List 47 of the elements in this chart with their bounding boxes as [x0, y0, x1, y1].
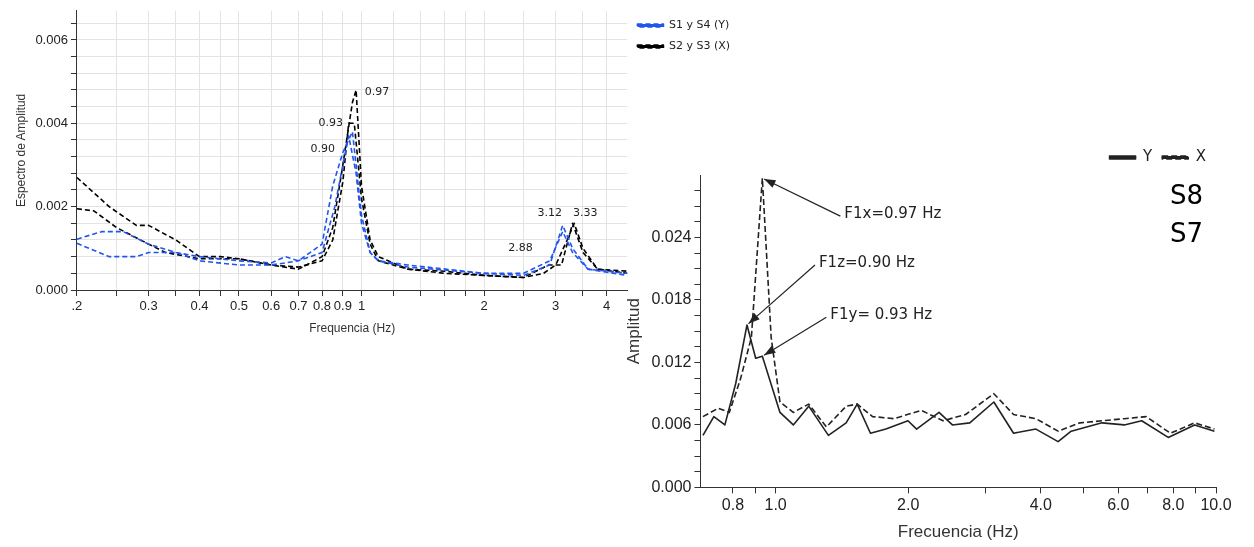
- y-axis-title: Espectro de Amplitud: [13, 93, 28, 208]
- x-tick-label: 0.3: [139, 298, 158, 314]
- x-tick-label: 10.0: [1200, 496, 1232, 514]
- x-tick-label: 0.5: [229, 298, 248, 314]
- legend-label: Y: [1142, 147, 1154, 166]
- annotation: 3.33: [572, 206, 598, 220]
- annotation: F1y= 0.93 Hz: [830, 305, 933, 324]
- y-tick-label: 0.006: [35, 31, 68, 47]
- y-tick-label: 0.018: [651, 290, 692, 308]
- annotation: S7: [1170, 218, 1204, 248]
- legend-label: S2 y S3 (X): [668, 39, 731, 53]
- x-tick-label: 0.7: [289, 298, 308, 314]
- legend-label: X: [1195, 147, 1207, 166]
- x-tick-label: 1.0: [764, 496, 787, 514]
- y-tick-label: 0.024: [651, 227, 692, 245]
- annotation: 0.97: [364, 84, 390, 98]
- x-tick-label: 0.9: [333, 298, 352, 314]
- legend-label: S1 y S4 (Y): [668, 18, 730, 32]
- x-tick-label: 0.6: [262, 298, 281, 314]
- y-tick-label: 0.006: [651, 415, 692, 433]
- annotation: 2.88: [508, 240, 533, 254]
- annotation: F1x=0.97 Hz: [844, 204, 942, 223]
- x-axis-title: Frequencia (Hz): [309, 321, 396, 336]
- x-axis-title: Frecuencia (Hz): [897, 522, 1019, 542]
- x-tick-label: 4.0: [1029, 496, 1052, 514]
- y-tick-label: 0.002: [35, 198, 68, 214]
- x-tick-label: 0.8: [313, 298, 332, 314]
- annotation: 0.90: [310, 141, 336, 155]
- x-tick-label: 4: [602, 298, 611, 314]
- x-tick-label: 1: [357, 298, 366, 314]
- annotation: 0.93: [318, 116, 343, 130]
- y-tick-label: 0.004: [35, 114, 68, 130]
- x-tick-label: 2: [480, 298, 488, 314]
- y-tick-label: 0.012: [651, 352, 692, 370]
- y-tick-label: 0.000: [651, 477, 692, 495]
- x-tick-label: 0.4: [190, 298, 209, 314]
- x-tick-label: 0.8: [721, 496, 745, 514]
- x-tick-label: 6.0: [1107, 496, 1130, 514]
- x-tick-label: 3: [552, 298, 560, 314]
- y-tick-label: 0.000: [35, 281, 68, 297]
- y-axis-title: Amplitud: [623, 298, 643, 365]
- x-tick-label: .2: [71, 298, 83, 314]
- x-tick-label: 8.0: [1162, 496, 1185, 514]
- x-tick-label: 2.0: [897, 496, 920, 514]
- annotation: F1z=0.90 Hz: [818, 252, 916, 271]
- annotation: S8: [1170, 180, 1204, 210]
- annotation: 3.12: [537, 206, 562, 220]
